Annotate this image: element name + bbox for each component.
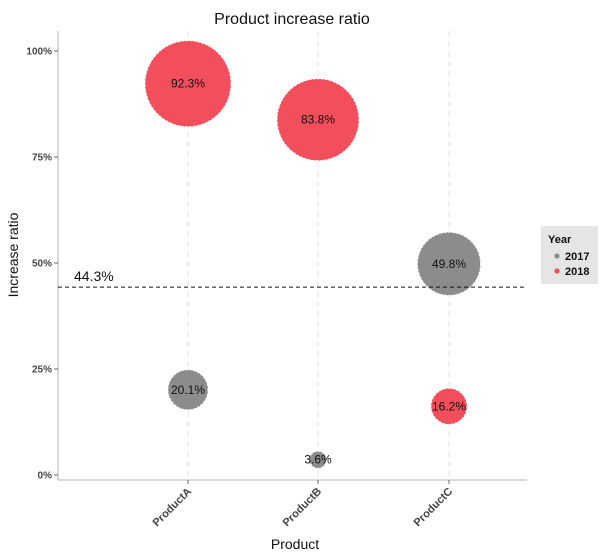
legend-title: Year [548,234,572,246]
legend-background [541,226,598,284]
x-axis-title: Product [271,536,319,552]
bubble-label-ProductA-2018: 92.3% [171,77,205,91]
legend-key-2018 [554,268,560,274]
bubble-label-ProductB-2017: 3.6% [304,453,332,467]
chart-title: Product increase ratio [214,11,370,28]
y-tick-label-0: 0% [38,471,53,482]
bubble-label-ProductB-2018: 83.8% [301,113,335,127]
y-axis-ticks: 0% 25% 50% 75% 100% [26,47,58,482]
x-tick-label-0: ProductA [151,486,195,530]
y-tick-label-3: 75% [32,153,52,164]
x-tick-label-2: ProductC [412,486,456,530]
y-tick-label-4: 100% [26,47,52,58]
bubbles: 92.3% 83.8% 49.8% 20.1% 16.2% 3.6% [144,40,482,469]
bubble-label-ProductA-2017: 20.1% [171,383,205,397]
legend-key-2017 [554,253,560,259]
reference-line-label: 44.3% [74,268,114,284]
x-axis-ticks: ProductA ProductB ProductC [151,480,456,530]
reference-line-group: 44.3% [58,268,527,288]
y-tick-label-2: 50% [32,259,52,270]
y-axis-title: Increase ratio [5,212,21,297]
bubble-ProductA-2017 [167,369,209,411]
bubble-label-ProductC-2017: 49.8% [432,257,466,271]
x-tick-label-1: ProductB [281,486,325,530]
legend-label-2018: 2018 [565,266,589,278]
bubble-ProductB-2018 [276,78,360,162]
legend: Year 2017 2018 [541,226,598,284]
bubble-ProductB-2017 [309,450,327,469]
bubble-ProductA-2018 [144,40,232,128]
legend-label-2017: 2017 [565,251,589,263]
bubble-ProductC-2018 [430,387,468,425]
bubble-ProductC-2017 [416,231,482,296]
bubble-label-ProductC-2018: 16.2% [432,399,466,413]
y-tick-label-1: 25% [32,365,52,376]
